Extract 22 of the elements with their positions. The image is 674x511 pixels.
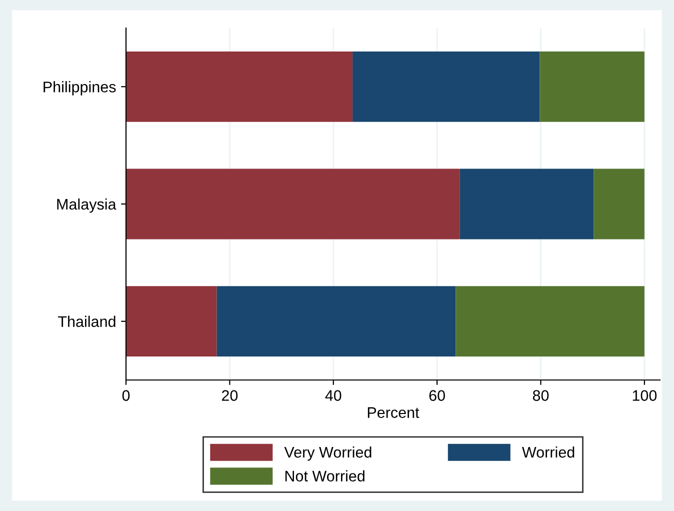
bar: [456, 286, 644, 357]
x-axis-title: Percent: [368, 407, 420, 418]
x-tick-label: 0: [122, 390, 130, 401]
x-tick-label: 80: [532, 390, 549, 401]
bar: [540, 51, 644, 122]
bar: [352, 51, 540, 122]
legend-label: Worried: [522, 446, 574, 458]
y-tick-label: Malaysia: [57, 198, 116, 213]
bar: [594, 168, 644, 240]
x-tick-label: 20: [222, 390, 238, 401]
bar: [126, 51, 353, 122]
x-tick-label: 100: [632, 390, 657, 401]
bar: [126, 168, 460, 240]
bar: [460, 168, 594, 240]
bar: [216, 286, 456, 357]
legend-label: Very Worried: [284, 446, 372, 461]
y-tick-label: Philippines: [44, 81, 116, 96]
x-tick-label: 40: [325, 390, 342, 401]
legend-label: Not Worried: [285, 470, 364, 482]
bar: [126, 286, 217, 357]
y-tick-label: Thailand: [58, 316, 116, 328]
x-tick-label: 60: [429, 390, 445, 401]
